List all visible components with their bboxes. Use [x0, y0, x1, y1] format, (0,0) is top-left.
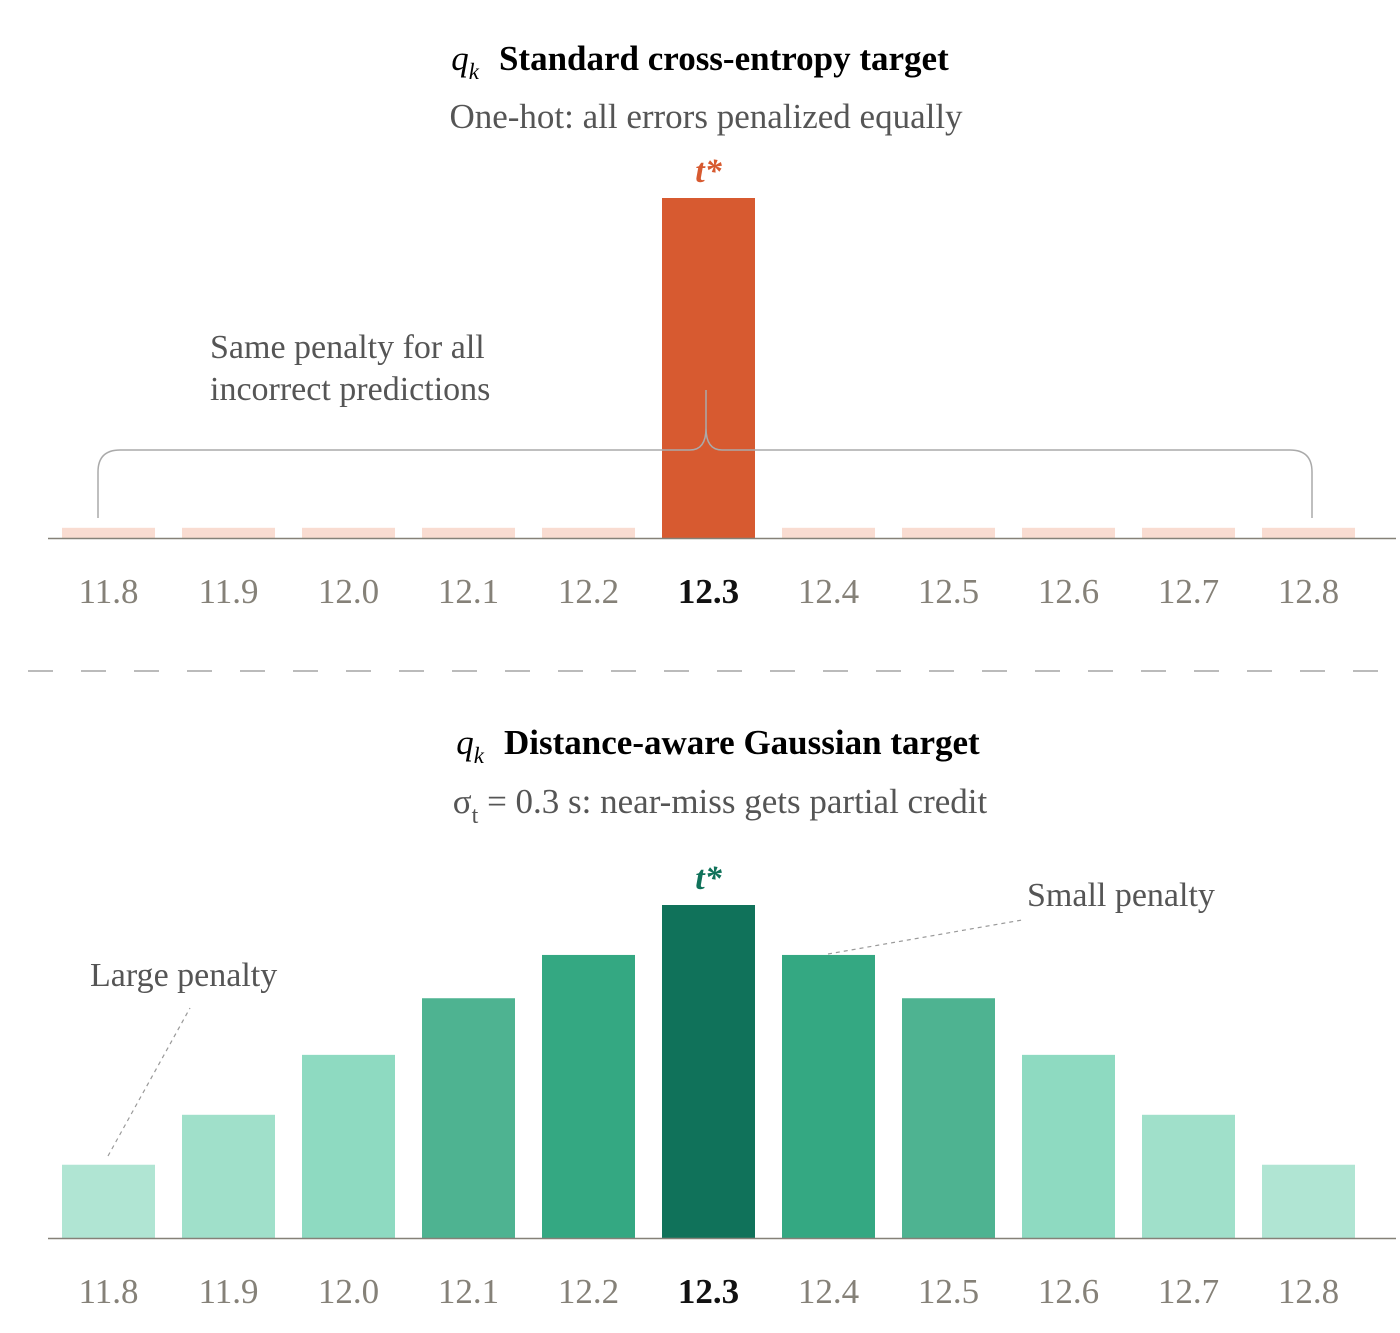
- onehot-bar-11.8: [62, 527, 155, 538]
- onehot-chart-title: qk Standard cross-entropy target: [451, 39, 949, 84]
- onehot-peak-label: t*: [695, 153, 722, 190]
- onehot-bar-12.0: [302, 527, 395, 538]
- onehot-title-symbol-sub: k: [469, 59, 480, 84]
- gaussian-tick-label: 12.5: [918, 1272, 979, 1311]
- gaussian-bar-12.6: [1022, 1054, 1115, 1238]
- onehot-bar-11.9: [182, 527, 275, 538]
- onehot-tick-label: 12.4: [798, 572, 859, 611]
- gaussian-bars: t*: [62, 860, 1355, 1238]
- onehot-tick-label: 12.7: [1158, 572, 1219, 611]
- gaussian-bar-12.8: [1262, 1164, 1355, 1238]
- annotation-same-penalty-line1: Same penalty for all: [210, 329, 485, 366]
- onehot-tick-label: 12.8: [1278, 572, 1339, 611]
- onehot-bar-12.1: [422, 527, 515, 538]
- small-penalty-leader: [827, 919, 1023, 955]
- gaussian-tick-label: 12.4: [798, 1272, 859, 1311]
- gaussian-bar-12.0: [302, 1054, 395, 1238]
- gaussian-tick-label: 12.1: [438, 1272, 499, 1311]
- annotation-large-penalty: Large penalty: [90, 957, 277, 994]
- gaussian-bar-11.8: [62, 1164, 155, 1238]
- gaussian-tick-label: 12.8: [1278, 1272, 1339, 1311]
- gaussian-title-symbol: q: [456, 723, 474, 762]
- gaussian-subtitle-rest: = 0.3 s: near-miss gets partial credit: [478, 782, 987, 821]
- onehot-tick-labels: 11.8 11.9 12.0 12.1 12.2 12.3 12.4 12.5 12.6 12.7…: [79, 572, 1340, 611]
- gaussian-tick-label: 12.2: [558, 1272, 619, 1311]
- onehot-tick-label: 12.2: [558, 572, 619, 611]
- onehot-bar-12.6: [1022, 527, 1115, 538]
- onehot-chart: qk Standard cross-entropy target One-hot:…: [48, 39, 1396, 611]
- onehot-bars: t*: [62, 153, 1355, 538]
- penalty-brace: [97, 390, 1313, 518]
- gaussian-tick-label: 11.9: [199, 1272, 259, 1311]
- annotation-small-penalty: Small penalty: [1027, 877, 1215, 914]
- gaussian-bar-12.5: [902, 998, 995, 1238]
- onehot-bar-12.7: [1142, 527, 1235, 538]
- onehot-bar-12.8: [1262, 527, 1355, 538]
- onehot-tick-label: 12.0: [318, 572, 379, 611]
- gaussian-chart: qk Distance-aware Gaussian target σt = 0.…: [48, 723, 1396, 1311]
- gaussian-chart-subtitle: σt = 0.3 s: near-miss gets partial credi…: [453, 782, 988, 829]
- gaussian-tick-label: 12.7: [1158, 1272, 1219, 1311]
- gaussian-bar-11.9: [182, 1114, 275, 1238]
- onehot-tick-label: 11.8: [79, 572, 139, 611]
- gaussian-title-symbol-sub: k: [474, 743, 485, 768]
- annotation-same-penalty-line2: incorrect predictions: [210, 371, 490, 408]
- gaussian-bar-12.1: [422, 998, 515, 1238]
- onehot-tick-label: 12.6: [1038, 572, 1099, 611]
- onehot-tick-label: 12.3: [678, 572, 739, 611]
- gaussian-tick-label: 12.0: [318, 1272, 379, 1311]
- gaussian-tick-label: 11.8: [79, 1272, 139, 1311]
- gaussian-bar-12.7: [1142, 1114, 1235, 1238]
- onehot-bar-12.2: [542, 527, 635, 538]
- onehot-chart-subtitle: One-hot: all errors penalized equally: [449, 97, 963, 136]
- gaussian-tick-labels: 11.8 11.9 12.0 12.1 12.2 12.3 12.4 12.5 12.6 12.7…: [79, 1272, 1340, 1311]
- gaussian-chart-title: qk Distance-aware Gaussian target: [456, 723, 980, 768]
- gaussian-subtitle-sigma: σ: [453, 782, 472, 821]
- gaussian-subtitle-sigma-sub: t: [472, 803, 479, 829]
- gaussian-peak-label: t*: [695, 860, 722, 897]
- gaussian-tick-label: 12.3: [678, 1272, 739, 1311]
- onehot-bar-12.3: [662, 198, 755, 538]
- onehot-bar-12.5: [902, 527, 995, 538]
- gaussian-bar-12.3: [662, 905, 755, 1238]
- gaussian-bar-12.2: [542, 954, 635, 1238]
- onehot-tick-label: 12.5: [918, 572, 979, 611]
- onehot-title-text: Standard cross-entropy target: [499, 39, 949, 78]
- large-penalty-leader: [107, 1007, 191, 1157]
- gaussian-tick-label: 12.6: [1038, 1272, 1099, 1311]
- onehot-bar-12.4: [782, 527, 875, 538]
- gaussian-title-text: Distance-aware Gaussian target: [504, 723, 980, 762]
- onehot-title-symbol: q: [451, 39, 469, 78]
- onehot-tick-label: 12.1: [438, 572, 499, 611]
- gaussian-bar-12.4: [782, 954, 875, 1238]
- onehot-tick-label: 11.9: [199, 572, 259, 611]
